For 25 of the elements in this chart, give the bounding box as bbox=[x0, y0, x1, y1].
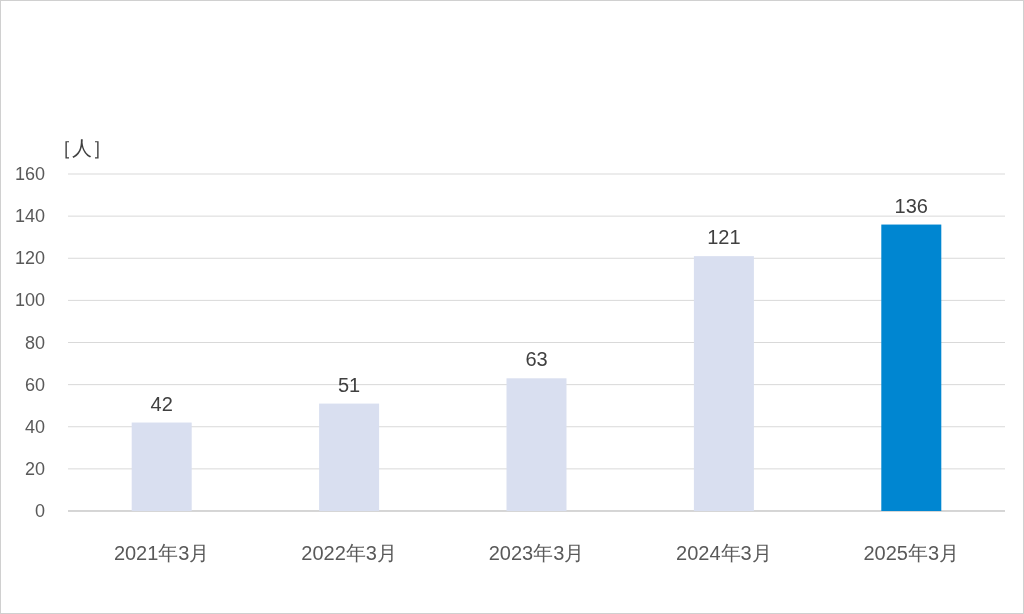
y-tick-label: 20 bbox=[24, 458, 45, 479]
x-tick-label: 2025年3月 bbox=[863, 542, 960, 564]
x-tick-label: 2024年3月 bbox=[676, 542, 772, 564]
y-tick-label: 100 bbox=[14, 290, 45, 311]
data-label: 42 bbox=[150, 392, 173, 415]
bar bbox=[881, 224, 942, 511]
data-label: 51 bbox=[337, 373, 361, 396]
x-tick-label: 2023年3月 bbox=[488, 542, 585, 564]
bar bbox=[506, 378, 567, 511]
y-tick-label: 60 bbox=[24, 374, 45, 395]
bar bbox=[131, 422, 192, 511]
y-tick-label: 120 bbox=[14, 248, 45, 269]
data-label: 63 bbox=[525, 348, 548, 371]
y-tick-label: 40 bbox=[24, 416, 45, 437]
x-tick-label: 2021年3月 bbox=[113, 542, 210, 564]
y-tick-label: 0 bbox=[34, 501, 45, 521]
data-label: 121 bbox=[707, 226, 741, 249]
bar bbox=[693, 256, 754, 511]
bar bbox=[319, 403, 380, 511]
y-tick-label: 80 bbox=[24, 332, 45, 353]
y-axis-title: ［人］ bbox=[52, 137, 112, 159]
data-label: 136 bbox=[894, 194, 928, 217]
y-tick-label: 160 bbox=[14, 164, 45, 184]
y-tick-label: 140 bbox=[14, 206, 45, 227]
x-tick-label: 2022年3月 bbox=[301, 542, 397, 564]
